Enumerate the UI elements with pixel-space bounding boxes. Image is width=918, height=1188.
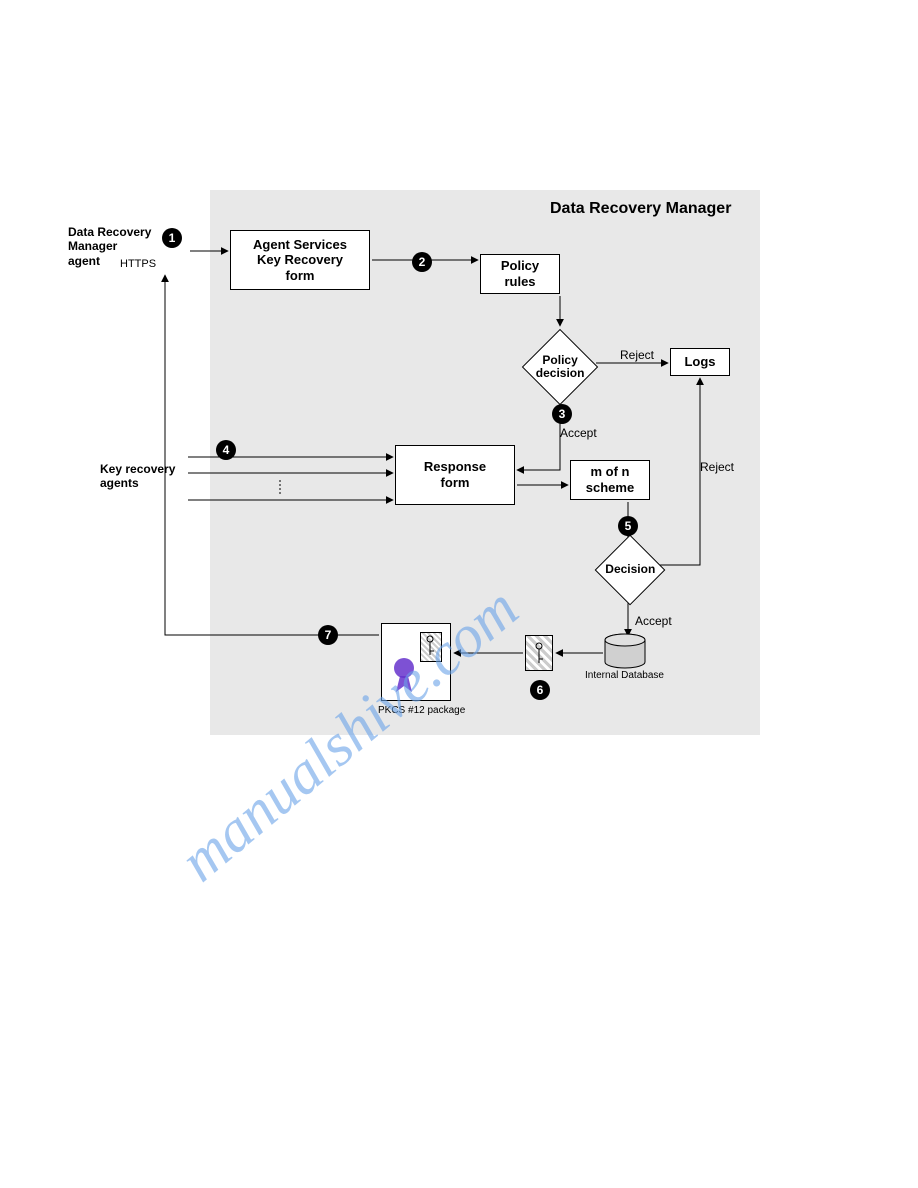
label-https: HTTPS <box>120 258 156 271</box>
node-logs: Logs <box>670 348 730 376</box>
step-7: 7 <box>318 625 338 645</box>
step-4: 4 <box>216 440 236 460</box>
node-label: m of nscheme <box>586 464 634 495</box>
node-policy-rules: Policyrules <box>480 254 560 294</box>
step-6: 6 <box>530 680 550 700</box>
step-5: 5 <box>618 516 638 536</box>
cert-icon <box>388 650 428 694</box>
node-response-form: Responseform <box>395 445 515 505</box>
step-1: 1 <box>162 228 182 248</box>
node-label: Agent ServicesKey Recoveryform <box>253 237 347 284</box>
label-internal-db: Internal Database <box>585 670 664 682</box>
label-reject-2: Reject <box>700 460 734 474</box>
node-label: Policydecision <box>536 354 585 380</box>
label-reject-1: Reject <box>620 348 654 362</box>
node-wrapped-key <box>525 635 553 671</box>
node-pkcs-package <box>381 623 451 701</box>
panel-title: Data Recovery Manager <box>550 200 731 218</box>
key-icon <box>532 641 546 665</box>
label-key-recovery-agents: Key recoveryagents <box>100 462 190 491</box>
node-label: Decision <box>605 563 655 576</box>
diagram-canvas: Data Recovery Manager <box>0 0 918 1188</box>
node-label: Responseform <box>424 459 486 490</box>
node-agent-services: Agent ServicesKey Recoveryform <box>230 230 370 290</box>
label-accept-1: Accept <box>560 426 597 440</box>
label-pkcs12: PKCS #12 package <box>378 705 465 717</box>
node-label: Policyrules <box>501 258 539 289</box>
node-label: Logs <box>684 354 715 370</box>
label-accept-2: Accept <box>635 614 672 628</box>
step-3: 3 <box>552 404 572 424</box>
step-2: 2 <box>412 252 432 272</box>
node-m-of-n: m of nscheme <box>570 460 650 500</box>
